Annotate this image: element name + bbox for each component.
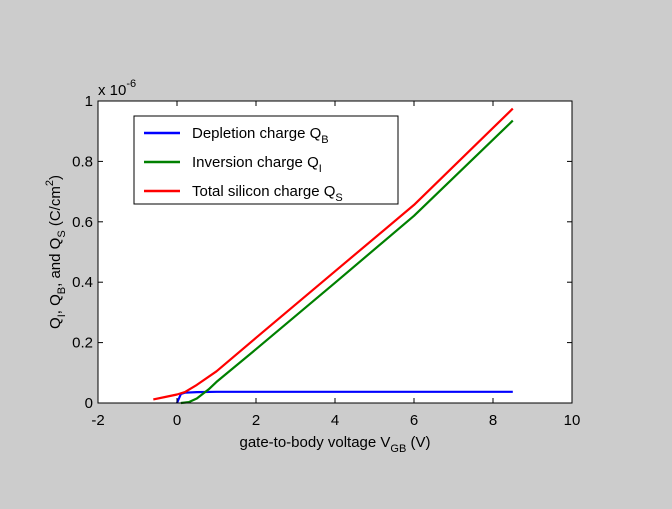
y-tick-label: 0.6 (72, 214, 93, 231)
legend-box (133, 115, 399, 205)
legend-label-S: Total silicon charge QS (192, 183, 343, 204)
y-tick-label: 0.4 (72, 274, 93, 291)
y-tick-label: 0 (85, 395, 93, 412)
y-tick-label: 1 (85, 93, 93, 110)
x-tick-label: -2 (91, 412, 104, 429)
legend-label-B: Depletion charge QB (192, 125, 329, 146)
x-tick-label: 6 (410, 412, 418, 429)
x-tick-label: 2 (252, 412, 260, 429)
y-tick-label: 0.8 (72, 153, 93, 170)
y-axis-label-part: Q (47, 317, 64, 329)
series-line-I (180, 119, 514, 405)
x-tick-label: 0 (173, 412, 181, 429)
legend-label-I: Inversion charge QI (192, 154, 322, 175)
series-lines (153, 107, 514, 405)
y-axis-label: QI, QB, and QS (C/cm2) (44, 175, 68, 329)
x-axis-label-main: gate-to-body voltage V (239, 434, 390, 451)
y-multiplier-exponent: -6 (126, 78, 136, 90)
y-axis-label-part: , and Q (47, 238, 64, 287)
x-axis-label-suffix: (V) (406, 434, 430, 451)
y-axis-label-part: B (56, 287, 68, 294)
y-axis-label-part: S (56, 230, 68, 237)
x-axis-label: gate-to-body voltage VGB (V) (239, 434, 430, 455)
x-tick-label: 4 (331, 412, 339, 429)
y-multiplier-base: x 10 (98, 82, 126, 99)
y-axis-label-part: 2 (44, 180, 56, 186)
x-tick-label: 8 (489, 412, 497, 429)
legend: Depletion charge QB Inversion charge QI To… (133, 115, 399, 205)
y-axis-label-part: ) (47, 175, 64, 180)
x-tick-label: 10 (564, 412, 581, 429)
y-axis-label-part: (C/cm (47, 186, 64, 230)
y-axis-label-part: , Q (47, 294, 64, 314)
y-tick-label: 0.2 (72, 335, 93, 352)
y-multiplier-label: x 10-6 (98, 78, 136, 99)
series-line-S (153, 107, 514, 401)
y-axis-label-part: I (56, 314, 68, 317)
x-axis-label-subscript: GB (390, 443, 406, 455)
